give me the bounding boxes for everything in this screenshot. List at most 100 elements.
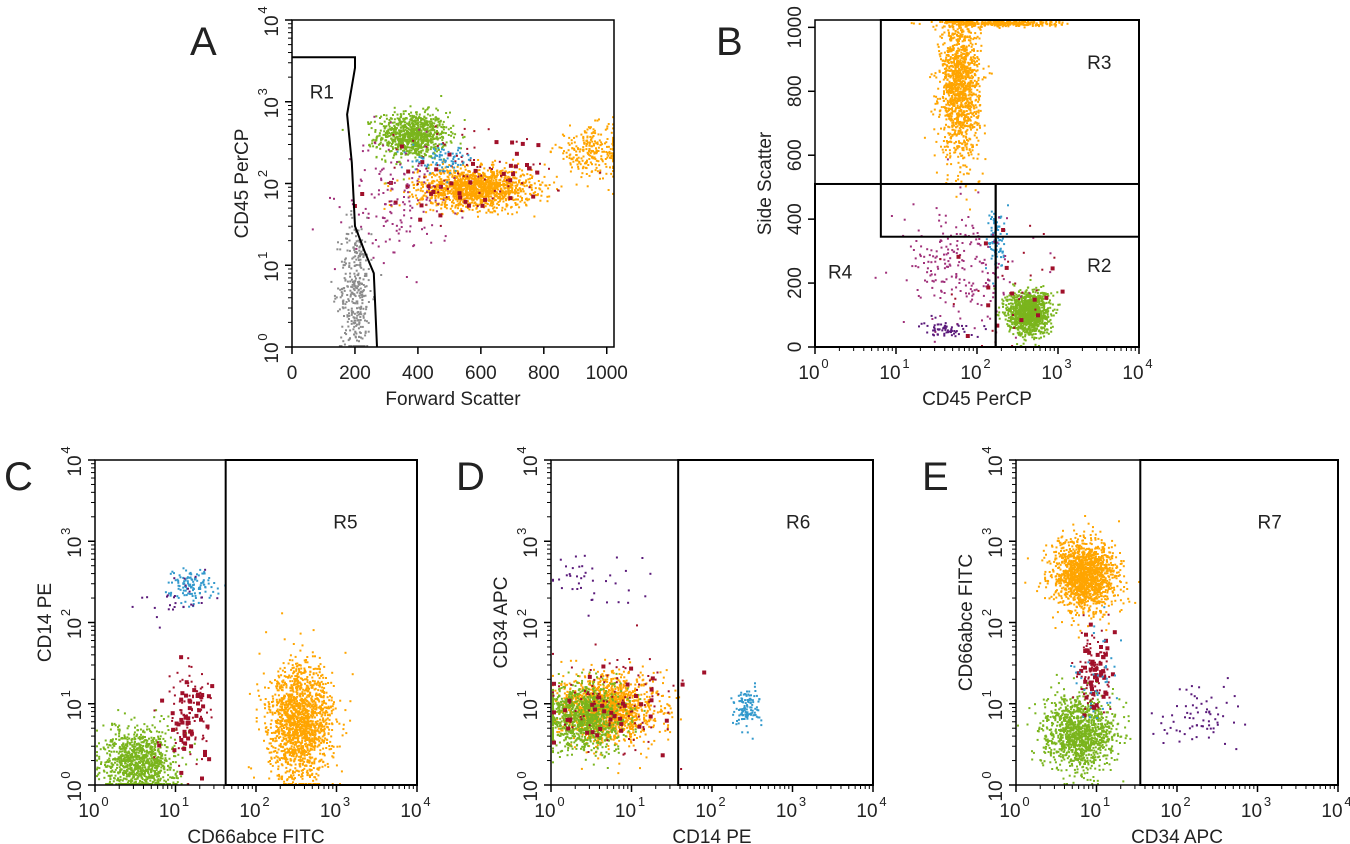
event-dot	[1016, 323, 1019, 326]
event-dot	[947, 132, 950, 135]
event-dot	[393, 166, 396, 169]
event-dot	[527, 166, 532, 171]
event-dot	[955, 77, 958, 80]
event-dot	[505, 161, 508, 164]
event-dot	[446, 157, 449, 160]
event-dot	[454, 174, 456, 177]
event-dot	[355, 230, 357, 233]
event-dot	[410, 130, 413, 133]
event-dot	[612, 157, 614, 160]
event-dot	[395, 148, 398, 151]
event-dot	[389, 150, 392, 153]
event-dot	[944, 97, 947, 100]
event-dot	[957, 140, 960, 143]
event-dot	[601, 160, 604, 163]
event-dot	[365, 259, 367, 262]
event-dot	[400, 139, 403, 142]
event-dot	[596, 143, 599, 146]
event-dot	[463, 135, 466, 138]
event-dot	[447, 134, 450, 136]
event-dot	[445, 126, 448, 129]
event-dot	[343, 264, 346, 267]
event-dot	[411, 206, 414, 209]
event-dot	[420, 187, 423, 190]
event-dot	[594, 158, 597, 160]
y-tick-label-exponent: 1	[255, 252, 270, 259]
event-dot	[400, 156, 403, 159]
event-dot	[413, 141, 416, 144]
event-dot	[443, 159, 446, 161]
event-dot	[971, 144, 974, 147]
event-dot	[579, 163, 582, 166]
event-dot	[355, 240, 358, 243]
event-dot	[497, 192, 500, 195]
event-dot	[386, 219, 389, 222]
event-dot	[367, 301, 370, 303]
event-dot	[414, 119, 417, 122]
event-dot	[611, 142, 614, 145]
event-dot	[361, 291, 364, 294]
event-dot	[419, 121, 422, 124]
event-dot	[981, 172, 984, 175]
event-dot	[482, 182, 485, 185]
event-dot	[952, 92, 955, 95]
event-dot	[949, 37, 952, 40]
event-dot	[447, 176, 450, 179]
event-dot	[380, 274, 383, 276]
event-dot	[572, 156, 575, 159]
event-dot	[517, 189, 520, 192]
event-dot	[390, 150, 393, 152]
event-dot	[510, 140, 515, 145]
event-dot	[517, 194, 519, 197]
event-dot	[490, 183, 493, 185]
event-dot	[949, 113, 952, 116]
event-dot	[964, 185, 967, 188]
event-dot	[424, 143, 426, 146]
event-dot	[350, 210, 353, 213]
event-dot	[367, 121, 370, 124]
event-dot	[514, 203, 517, 206]
y-tick-label: 104	[255, 6, 283, 36]
event-dot	[442, 148, 445, 151]
event-dot	[953, 33, 956, 35]
x-tick-label: 400	[402, 363, 434, 384]
event-dot	[606, 125, 609, 128]
event-dot	[379, 170, 382, 173]
event-dot	[382, 217, 385, 219]
event-dot	[965, 165, 968, 168]
event-dot	[385, 150, 388, 153]
event-dot	[938, 69, 941, 72]
y-tick-label: 101	[255, 252, 283, 282]
event-dot	[555, 175, 558, 178]
event-dot	[962, 127, 965, 130]
event-dot	[423, 194, 426, 197]
event-dot	[428, 120, 431, 123]
event-dot	[489, 204, 492, 207]
event-dot	[975, 110, 978, 113]
event-dot	[504, 175, 507, 178]
event-dot	[354, 285, 357, 288]
event-dot	[363, 275, 366, 277]
event-dot	[457, 146, 460, 149]
event-dot	[423, 164, 426, 167]
event-dot	[455, 198, 458, 201]
event-dot	[346, 314, 349, 317]
event-dot	[400, 121, 402, 124]
event-dot	[450, 172, 453, 175]
event-dot	[420, 151, 423, 154]
event-dot	[447, 116, 449, 119]
event-dot	[1004, 25, 1007, 28]
event-dot	[947, 29, 950, 32]
event-dot	[413, 152, 416, 155]
event-dot	[398, 142, 400, 145]
event-dot	[434, 190, 437, 193]
event-dot	[947, 49, 950, 52]
population-green	[341, 95, 466, 185]
event-dot	[449, 164, 452, 167]
event-dot	[426, 184, 431, 189]
event-dot	[558, 146, 561, 149]
event-dot	[421, 140, 424, 143]
event-dot	[483, 189, 486, 192]
event-dot	[948, 26, 951, 29]
event-dot	[525, 204, 528, 207]
